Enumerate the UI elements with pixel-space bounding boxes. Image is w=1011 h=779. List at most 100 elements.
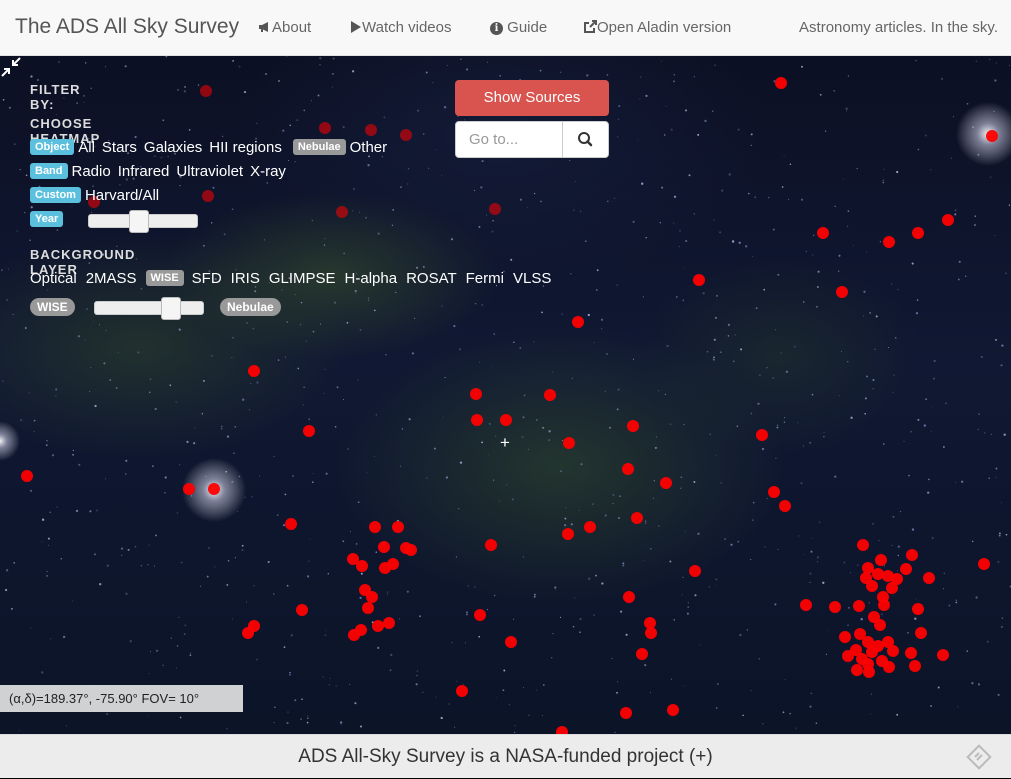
layer-option[interactable]: ROSAT bbox=[406, 270, 457, 287]
source-marker[interactable] bbox=[366, 591, 378, 603]
year-slider[interactable] bbox=[88, 210, 198, 233]
source-marker[interactable] bbox=[853, 600, 865, 612]
show-sources-button[interactable]: Show Sources bbox=[455, 80, 609, 116]
source-marker[interactable] bbox=[829, 601, 841, 613]
source-marker[interactable] bbox=[851, 664, 863, 676]
source-marker[interactable] bbox=[627, 420, 639, 432]
source-marker[interactable] bbox=[877, 591, 889, 603]
source-marker[interactable] bbox=[875, 554, 887, 566]
source-marker[interactable] bbox=[88, 196, 100, 208]
source-marker[interactable] bbox=[369, 521, 381, 533]
source-marker[interactable] bbox=[400, 129, 412, 141]
source-marker[interactable] bbox=[872, 568, 884, 580]
goto-search-button[interactable] bbox=[562, 122, 609, 157]
source-marker[interactable] bbox=[978, 558, 990, 570]
source-marker[interactable] bbox=[362, 602, 374, 614]
source-marker[interactable] bbox=[336, 206, 348, 218]
source-marker[interactable] bbox=[556, 726, 568, 734]
source-marker[interactable] bbox=[485, 539, 497, 551]
source-marker[interactable] bbox=[348, 629, 360, 641]
source-marker[interactable] bbox=[882, 636, 894, 648]
source-marker[interactable] bbox=[986, 130, 998, 142]
source-marker[interactable] bbox=[857, 539, 869, 551]
goto-input[interactable] bbox=[456, 122, 562, 157]
source-marker[interactable] bbox=[756, 429, 768, 441]
source-marker[interactable] bbox=[912, 603, 924, 615]
source-marker[interactable] bbox=[208, 483, 220, 495]
source-marker[interactable] bbox=[285, 518, 297, 530]
source-marker[interactable] bbox=[242, 627, 254, 639]
band-option[interactable]: X-ray bbox=[250, 163, 286, 180]
layer-option[interactable]: GLIMPSE bbox=[268, 270, 336, 287]
object-option[interactable]: All bbox=[78, 139, 95, 156]
sky-map-canvas[interactable] bbox=[0, 56, 1011, 734]
source-marker[interactable] bbox=[905, 647, 917, 659]
source-marker[interactable] bbox=[202, 190, 214, 202]
nav-guide[interactable]: i Guide bbox=[490, 19, 547, 36]
source-marker[interactable] bbox=[584, 521, 596, 533]
source-marker[interactable] bbox=[775, 77, 787, 89]
source-marker[interactable] bbox=[200, 85, 212, 97]
layer-option[interactable]: IRIS bbox=[230, 270, 260, 287]
source-marker[interactable] bbox=[906, 549, 918, 561]
brand-title[interactable]: The ADS All Sky Survey bbox=[15, 15, 240, 38]
source-marker[interactable] bbox=[644, 617, 656, 629]
source-marker[interactable] bbox=[372, 620, 384, 632]
source-marker[interactable] bbox=[874, 619, 886, 631]
source-marker[interactable] bbox=[866, 646, 878, 658]
source-marker[interactable] bbox=[883, 661, 895, 673]
sky-map[interactable]: FILTER BY: CHOOSE HEATMAP ObjectAllStars… bbox=[0, 56, 1011, 734]
source-marker[interactable] bbox=[471, 414, 483, 426]
source-marker[interactable] bbox=[800, 599, 812, 611]
layer-option[interactable]: 2MASS bbox=[85, 270, 137, 287]
source-marker[interactable] bbox=[891, 573, 903, 585]
source-marker[interactable] bbox=[645, 627, 657, 639]
source-marker[interactable] bbox=[817, 227, 829, 239]
source-marker[interactable] bbox=[356, 560, 368, 572]
source-marker[interactable] bbox=[862, 636, 874, 648]
source-marker[interactable] bbox=[631, 512, 643, 524]
year-slider-handle[interactable] bbox=[128, 210, 149, 233]
source-marker[interactable] bbox=[544, 389, 556, 401]
object-option[interactable]: Galaxies bbox=[143, 139, 203, 156]
footer-text[interactable]: ADS All-Sky Survey is a NASA-funded proj… bbox=[298, 746, 713, 767]
source-marker[interactable] bbox=[500, 414, 512, 426]
source-markers[interactable] bbox=[21, 77, 998, 734]
source-marker[interactable] bbox=[660, 477, 672, 489]
source-marker[interactable] bbox=[779, 500, 791, 512]
source-marker[interactable] bbox=[622, 463, 634, 475]
source-marker[interactable] bbox=[667, 704, 679, 716]
tag-icon[interactable] bbox=[965, 743, 993, 771]
object-option[interactable]: Stars bbox=[101, 139, 137, 156]
source-marker[interactable] bbox=[474, 609, 486, 621]
source-marker[interactable] bbox=[915, 627, 927, 639]
nav-open-aladin[interactable]: Open Aladin version bbox=[583, 19, 731, 36]
source-marker[interactable] bbox=[909, 660, 921, 672]
source-marker[interactable] bbox=[378, 541, 390, 553]
source-marker[interactable] bbox=[456, 685, 468, 697]
source-marker[interactable] bbox=[636, 648, 648, 660]
band-option[interactable]: Radio bbox=[71, 163, 111, 180]
layer-option[interactable]: VLSS bbox=[512, 270, 552, 287]
source-marker[interactable] bbox=[839, 631, 851, 643]
source-marker[interactable] bbox=[562, 528, 574, 540]
source-marker[interactable] bbox=[862, 562, 874, 574]
layer-option-selected[interactable]: WISE bbox=[145, 270, 184, 286]
source-marker[interactable] bbox=[860, 572, 872, 584]
blend-slider-handle[interactable] bbox=[161, 297, 181, 320]
source-marker[interactable] bbox=[365, 124, 377, 136]
source-marker[interactable] bbox=[183, 483, 195, 495]
source-marker[interactable] bbox=[689, 565, 701, 577]
source-marker[interactable] bbox=[937, 649, 949, 661]
source-marker[interactable] bbox=[620, 707, 632, 719]
source-marker[interactable] bbox=[942, 214, 954, 226]
nebulae-option[interactable]: Nebulae bbox=[292, 139, 346, 155]
source-marker[interactable] bbox=[383, 617, 395, 629]
source-marker[interactable] bbox=[842, 650, 854, 662]
source-marker[interactable] bbox=[347, 553, 359, 565]
source-marker[interactable] bbox=[21, 470, 33, 482]
source-marker[interactable] bbox=[296, 604, 308, 616]
source-marker[interactable] bbox=[900, 563, 912, 575]
source-marker[interactable] bbox=[768, 486, 780, 498]
blend-slider[interactable] bbox=[94, 297, 204, 320]
